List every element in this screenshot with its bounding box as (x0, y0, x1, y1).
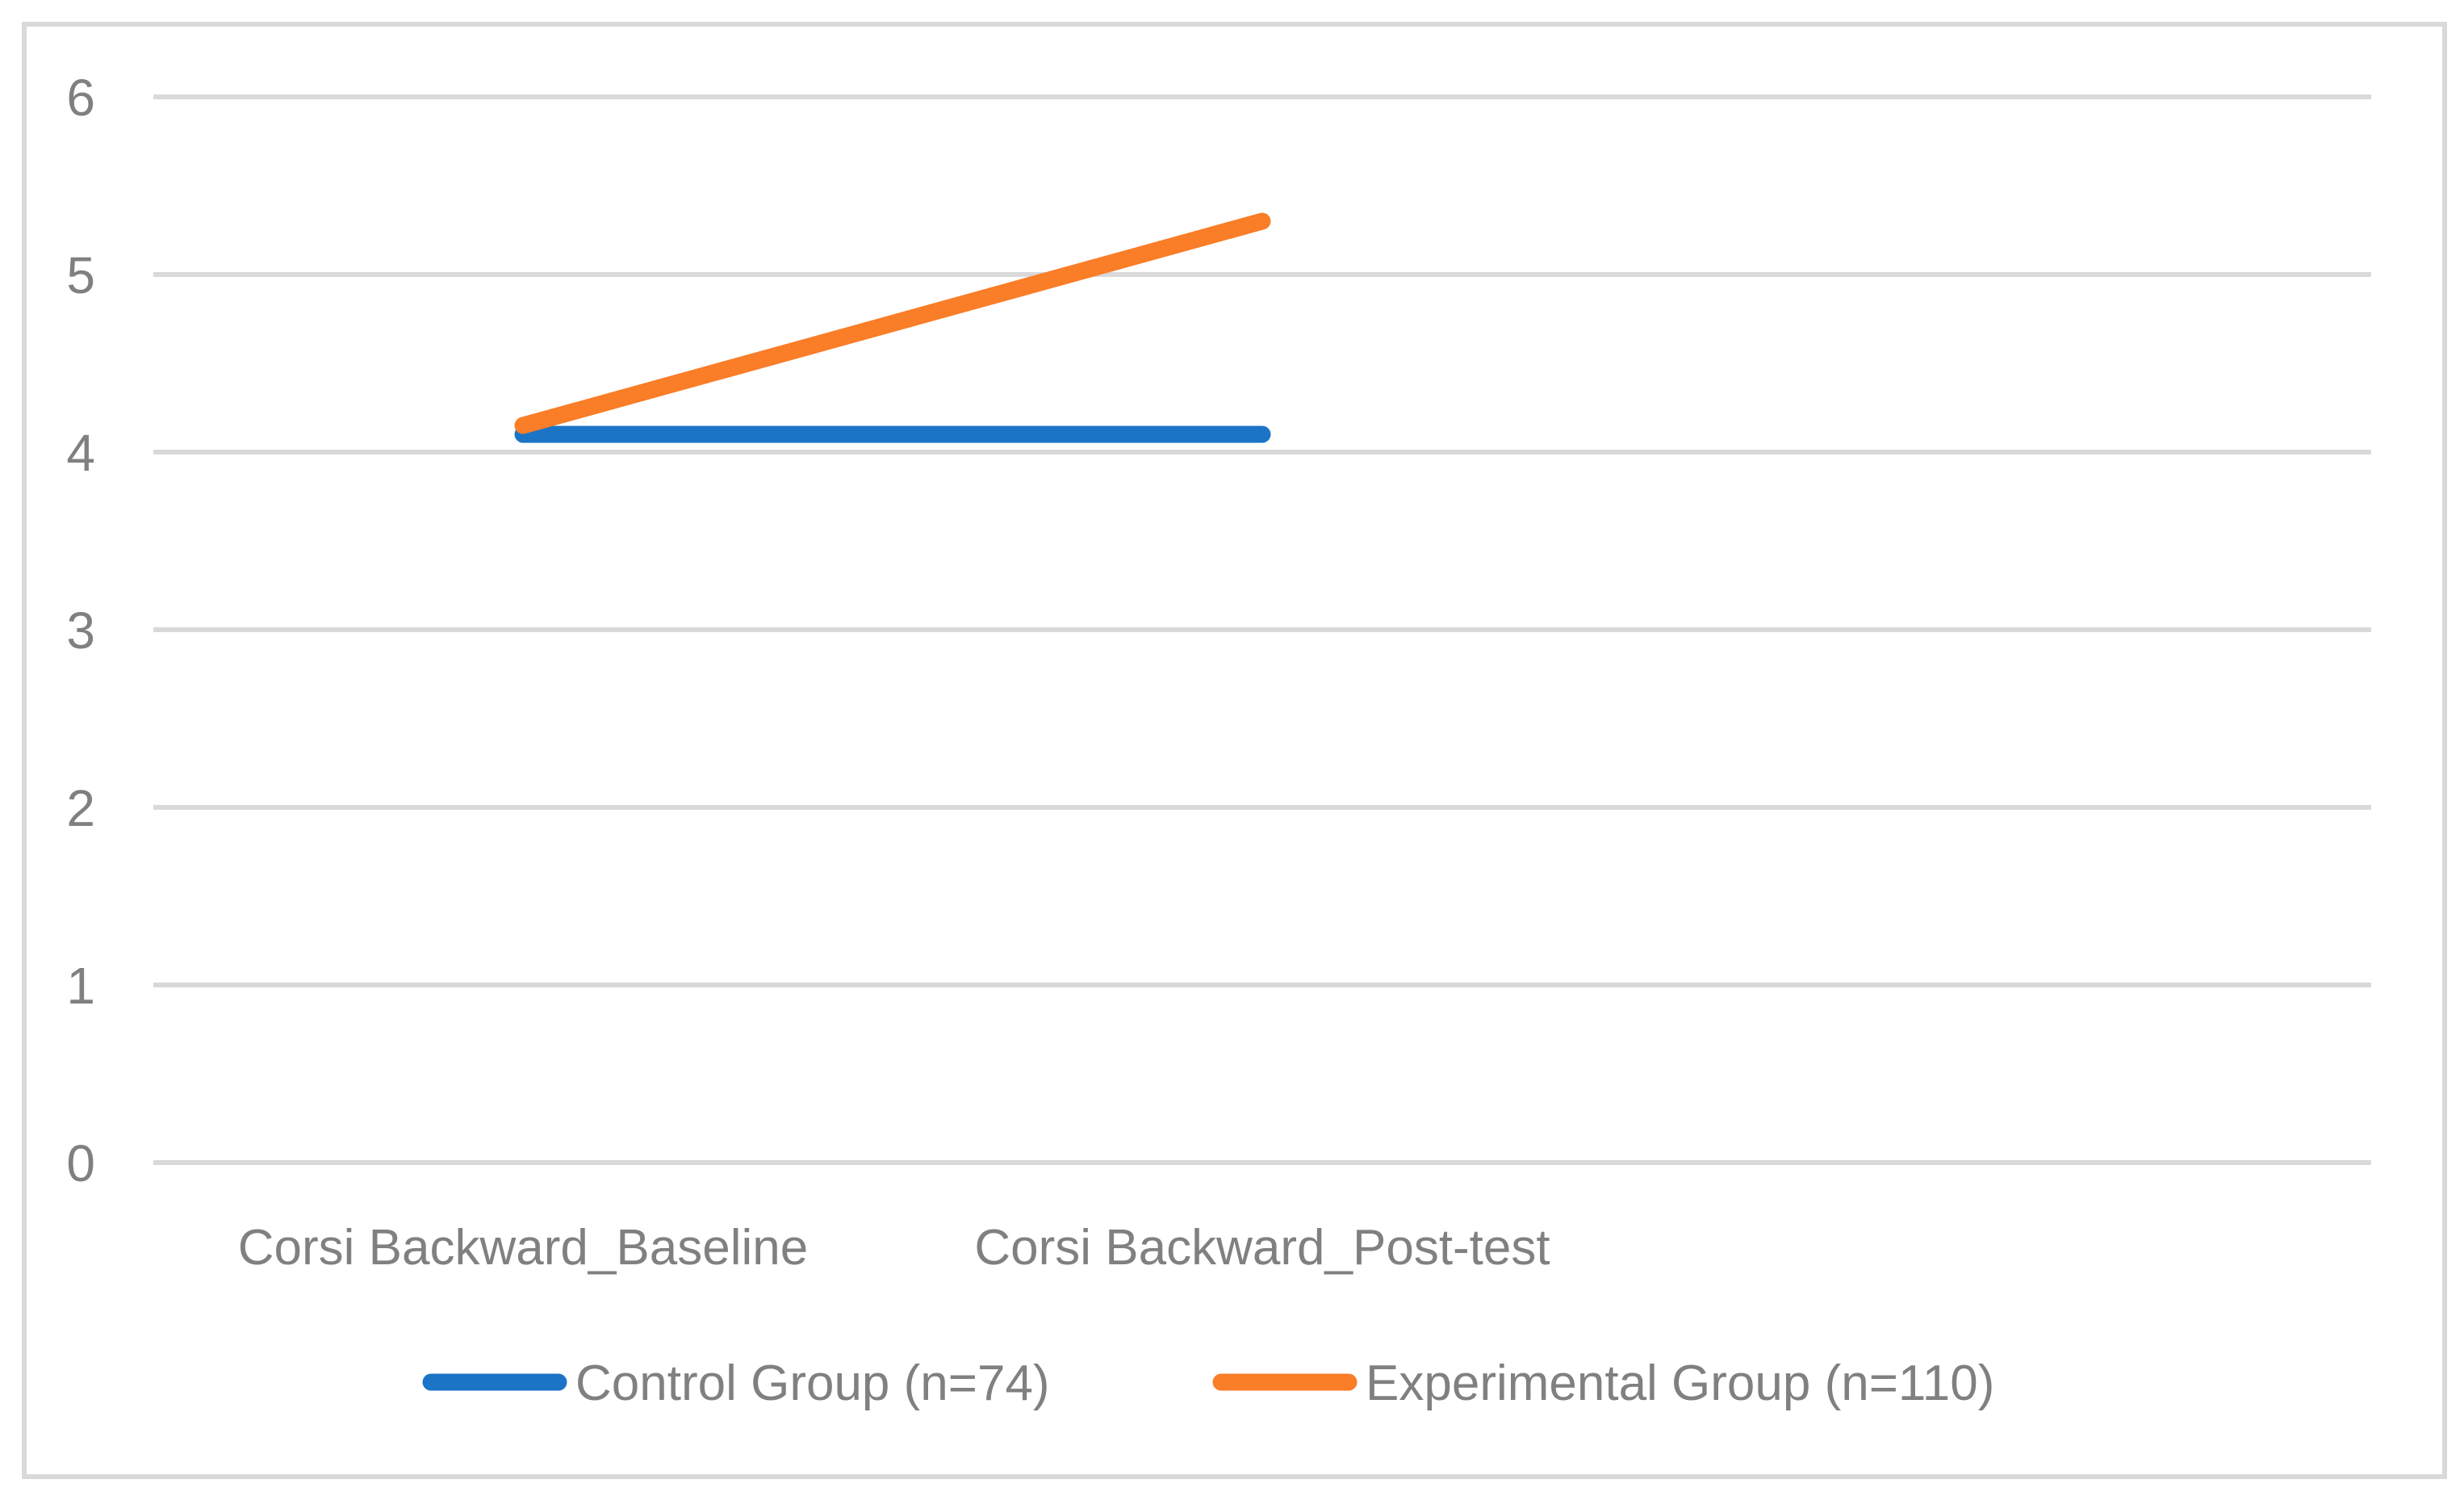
y-tick-label: 4 (66, 424, 95, 482)
x-category-label: Corsi Backward_Post-test (974, 1220, 1550, 1276)
y-tick-label: 5 (66, 246, 95, 304)
y-tick-label: 0 (66, 1134, 95, 1192)
series-line (514, 212, 1271, 434)
y-tick-label: 6 (66, 69, 95, 127)
y-tick-label: 2 (66, 779, 95, 837)
legend-label: Control Group (n=74) (575, 1356, 1050, 1411)
chart-border (22, 22, 2447, 1479)
legend-label: Experimental Group (n=110) (1366, 1356, 1994, 1411)
x-category-label: Corsi Backward_Baseline (238, 1220, 808, 1276)
y-tick-label: 3 (66, 601, 95, 660)
y-tick-label: 1 (66, 957, 95, 1015)
